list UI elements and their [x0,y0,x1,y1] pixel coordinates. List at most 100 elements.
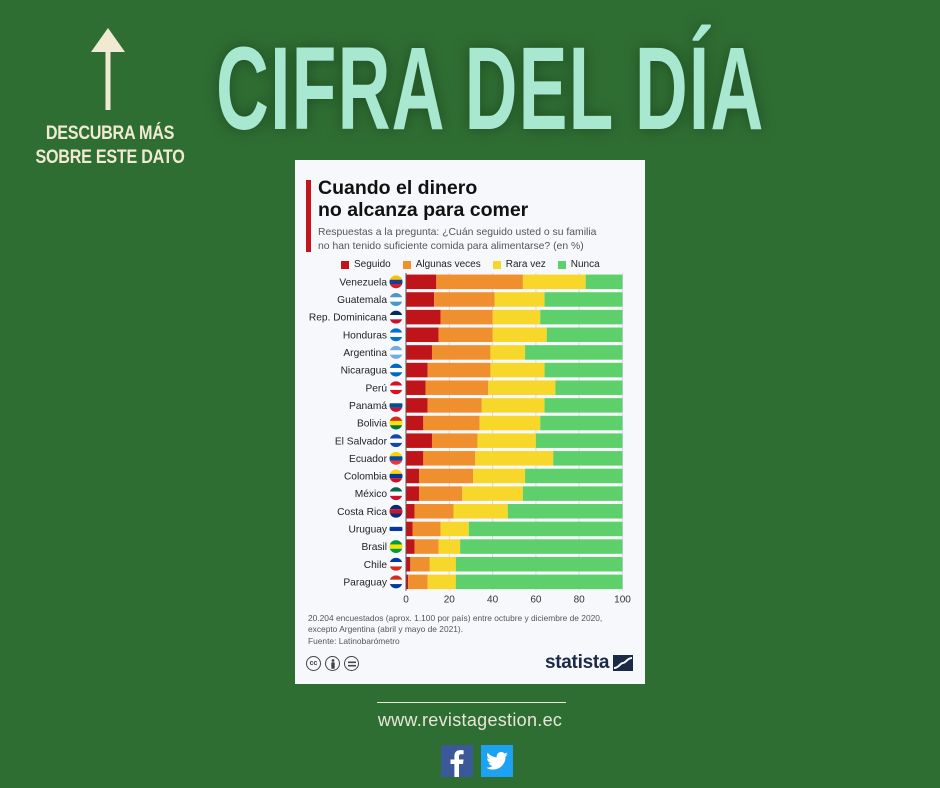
title-accent-bar [306,180,311,252]
bar-segment-seguido [406,468,419,484]
bar-segment-nunca [585,274,623,290]
chart-subtitle-line-1: Respuestas a la pregunta: ¿Cuán seguido … [318,227,597,238]
bar-segment-nunca [507,504,623,519]
category-label: Venezuela [339,277,387,288]
category-label: Guatemala [337,295,387,306]
bar-segment-algunas-veces [418,468,474,484]
bar-segment-algunas-veces [412,521,441,537]
bar-segment-seguido [406,504,415,519]
flag-icon [389,575,403,589]
twitter-icon [486,752,508,770]
bar-segment-seguido [406,362,428,378]
chart-title-line-1: Cuando el dinero [318,177,478,199]
category-label: Panamá [349,401,387,412]
category-label: Colombia [344,472,387,483]
bar-segment-nunca [460,539,623,554]
legend-swatch-nunca [557,260,566,269]
category-label: Rep. Dominicana [309,313,387,324]
bar-segment-rara-vez [490,345,526,360]
bar-segment-seguido [406,556,411,572]
flag-icon [389,504,403,518]
bar-segment-seguido [406,292,435,307]
bar-segment-algunas-veces [423,415,480,431]
website-link[interactable]: www.revistagestion.ec [377,710,563,730]
bar-segment-nunca [525,345,623,360]
bar-segment-seguido [406,345,432,360]
category-label: México [355,489,388,500]
legend-label: Seguido [354,259,391,270]
page-title: CIFRA DEL DÍA [216,23,765,155]
bar-segment-nunca [522,486,623,501]
bar-segment-rara-vez [492,309,541,325]
cta-text[interactable]: DESCUBRA MÁS SOBRE ESTE DATO [34,122,187,170]
bar-segment-rara-vez [427,574,456,590]
facebook-button[interactable] [441,745,473,777]
bar-segment-algunas-veces [408,574,428,590]
footer-divider [377,702,566,703]
legend-label: Nunca [570,259,600,270]
bar-segment-seguido [406,415,424,431]
statista-wordmark: statista [545,652,610,673]
bar-segment-algunas-veces [414,539,439,554]
flag-icon [389,292,403,306]
twitter-button[interactable] [481,745,513,777]
bar-segment-rara-vez [438,539,461,554]
x-tick-label: 80 [574,595,586,606]
flag-icon [389,398,403,412]
facebook-icon [450,750,464,777]
bar-segment-algunas-veces [436,274,523,290]
flag-icon [389,557,403,571]
bar-segment-seguido [406,398,428,413]
arrow-up-icon [91,28,125,110]
chart-title-line-2: no alcanza para comer [318,199,529,221]
chart-subtitle: Respuestas a la pregunta: ¿Cuán seguido … [318,226,596,253]
category-label: Perú [365,383,387,394]
x-tick-label: 0 [403,595,409,606]
bar-segment-seguido [406,327,439,343]
attribution-icon[interactable] [325,656,340,671]
legend-label: Algunas veces [415,259,481,270]
bar-segment-seguido [406,274,437,290]
chart-card: Cuando el dinero no alcanza para comer R… [295,160,645,684]
statista-brand[interactable]: statista [545,652,634,674]
bar-segment-algunas-veces [418,486,463,501]
x-tick-label: 60 [530,595,542,606]
flag-icon [389,540,403,554]
bar-segment-algunas-veces [423,451,476,466]
bar-segment-algunas-veces [410,556,430,572]
bar-segment-rara-vez [453,504,508,519]
flag-icon [389,310,403,324]
legend-item-seguido: Seguido [341,259,391,270]
category-label: Chile [364,560,388,571]
bar-segment-rara-vez [475,451,554,466]
bar-segment-nunca [544,362,623,378]
x-tick-label: 100 [614,595,631,606]
category-label: Nicaragua [341,366,388,377]
bar-segment-seguido [406,309,441,325]
stacked-bar-chart: Venezuela Guatemala Rep. Dominicana Hondura… [309,273,631,606]
bar-segment-seguido [406,486,419,501]
bar-segment-algunas-veces [431,345,491,360]
legend-swatch-algunas-veces [402,260,411,269]
chart-subtitle-line-2: no han tenido suficiente comida para ali… [318,240,584,252]
creative-commons-icon[interactable]: cc [306,656,321,671]
bar-segment-nunca [546,327,623,343]
bar-segment-rara-vez [522,274,586,290]
bar-segment-nunca [525,468,623,484]
category-label: Paraguay [343,577,388,588]
bar-segment-seguido [406,433,432,448]
no-derivatives-icon[interactable] [344,656,359,671]
flag-icon [389,522,403,536]
bar-segment-seguido [406,451,424,466]
bar-segment-rara-vez [479,415,541,431]
bar-segment-nunca [455,574,623,590]
bar-segment-rara-vez [440,521,469,537]
bar-segment-rara-vez [488,380,556,395]
chart-title: Cuando el dinero no alcanza para comer [318,177,528,221]
category-label: El Salvador [335,436,388,447]
bar-segment-seguido [406,521,413,537]
legend-swatch-rara-vez [492,260,501,269]
bar-segment-rara-vez [477,433,536,448]
category-label: Brasil [362,542,387,553]
social-links [441,745,513,777]
